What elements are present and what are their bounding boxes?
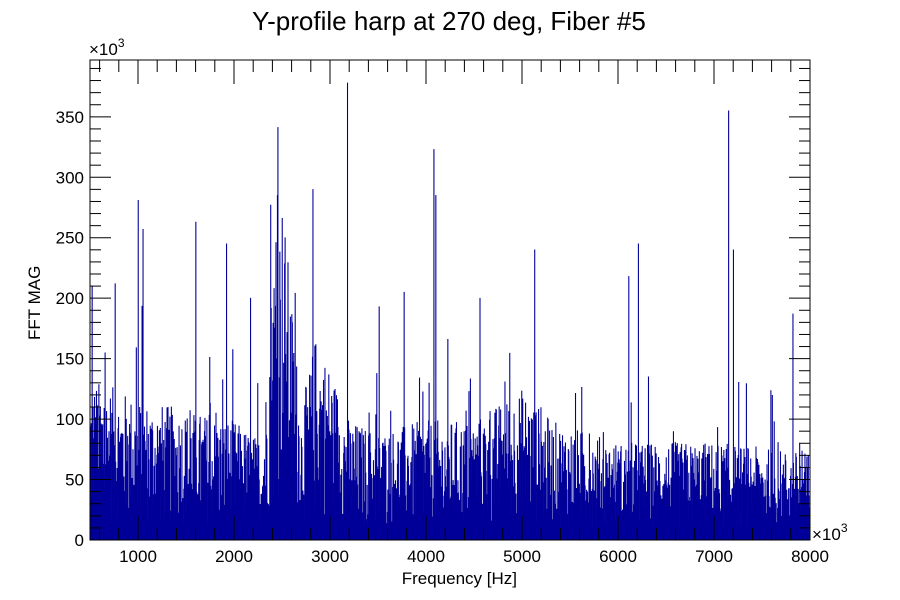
- y-tick-label: 200: [56, 289, 84, 308]
- x-tick-label: 3000: [311, 547, 349, 566]
- y-multiplier-base: ×10: [89, 40, 118, 59]
- y-tick-label: 50: [65, 471, 84, 490]
- y-tick-label: 100: [56, 410, 84, 429]
- chart-title: Y-profile harp at 270 deg, Fiber #5: [252, 6, 646, 36]
- y-multiplier-exp: 3: [118, 36, 125, 50]
- y-tick-label: 150: [56, 350, 84, 369]
- histogram-bars: [89, 82, 811, 541]
- plot-frame: [89, 59, 811, 541]
- y-tick-label: 0: [75, 531, 84, 550]
- x-multiplier: ×103: [812, 521, 848, 544]
- y-multiplier: ×103: [89, 36, 125, 59]
- x-tick-label: 4000: [407, 547, 445, 566]
- x-tick-label: 7000: [695, 547, 733, 566]
- x-axis-label: Frequency [Hz]: [402, 569, 517, 588]
- x-tick-label: 5000: [503, 547, 541, 566]
- x-tick-label: 8000: [791, 547, 829, 566]
- x-multiplier-base: ×10: [812, 525, 841, 544]
- x-tick-label: 2000: [215, 547, 253, 566]
- x-tick-label: 1000: [119, 547, 157, 566]
- axes: 1000 2000 3000 4000 5000 6000 7000 8000 0 50 100 15…: [56, 60, 829, 566]
- y-tick-label: 300: [56, 168, 84, 187]
- x-tick-label: 6000: [599, 547, 637, 566]
- x-multiplier-exp: 3: [841, 521, 848, 535]
- y-axis-label: FFT MAG: [25, 266, 44, 340]
- y-tick-label: 350: [56, 108, 84, 127]
- y-tick-label: 250: [56, 229, 84, 248]
- histogram-series: [89, 82, 811, 541]
